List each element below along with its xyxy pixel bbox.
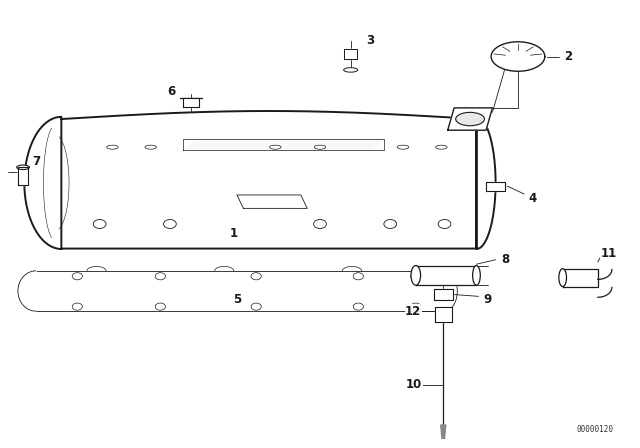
Text: 4: 4 [529,192,537,205]
Circle shape [156,303,166,310]
Circle shape [411,303,421,310]
Polygon shape [24,111,495,249]
Circle shape [384,220,397,228]
Circle shape [164,220,176,228]
Polygon shape [183,98,198,107]
Circle shape [353,303,364,310]
Circle shape [353,273,364,280]
Circle shape [314,220,326,228]
Text: 00000120: 00000120 [577,425,614,434]
Polygon shape [18,271,36,311]
Text: 6: 6 [168,85,176,98]
Circle shape [72,303,83,310]
Polygon shape [237,195,307,208]
Polygon shape [445,271,458,311]
Text: 3: 3 [365,34,374,47]
Polygon shape [182,139,384,151]
Ellipse shape [17,165,29,169]
Circle shape [411,273,421,280]
Circle shape [438,220,451,228]
Text: 9: 9 [484,293,492,306]
Ellipse shape [145,145,157,149]
Circle shape [251,273,261,280]
Polygon shape [344,49,357,59]
Polygon shape [435,306,452,322]
Ellipse shape [456,112,484,126]
Circle shape [93,220,106,228]
Ellipse shape [472,266,480,285]
Text: 12: 12 [405,305,421,318]
Ellipse shape [107,145,118,149]
Text: 2: 2 [564,50,572,63]
Circle shape [156,273,166,280]
Polygon shape [36,271,445,311]
Ellipse shape [344,68,358,72]
Text: 7: 7 [32,155,40,168]
Polygon shape [491,42,545,71]
Text: 1: 1 [230,227,238,240]
Polygon shape [448,108,492,130]
Ellipse shape [397,145,409,149]
Circle shape [251,303,261,310]
Polygon shape [441,425,446,439]
Text: 11: 11 [600,246,617,259]
Text: 5: 5 [233,293,241,306]
Circle shape [72,273,83,280]
Text: 10: 10 [406,378,422,391]
Ellipse shape [314,145,326,149]
Polygon shape [486,181,505,190]
Ellipse shape [559,269,566,287]
Polygon shape [416,266,476,285]
Polygon shape [18,167,28,185]
Ellipse shape [269,145,281,149]
Ellipse shape [411,266,420,285]
Text: 8: 8 [501,253,509,266]
Polygon shape [563,269,598,287]
Polygon shape [434,289,453,300]
Ellipse shape [436,145,447,149]
